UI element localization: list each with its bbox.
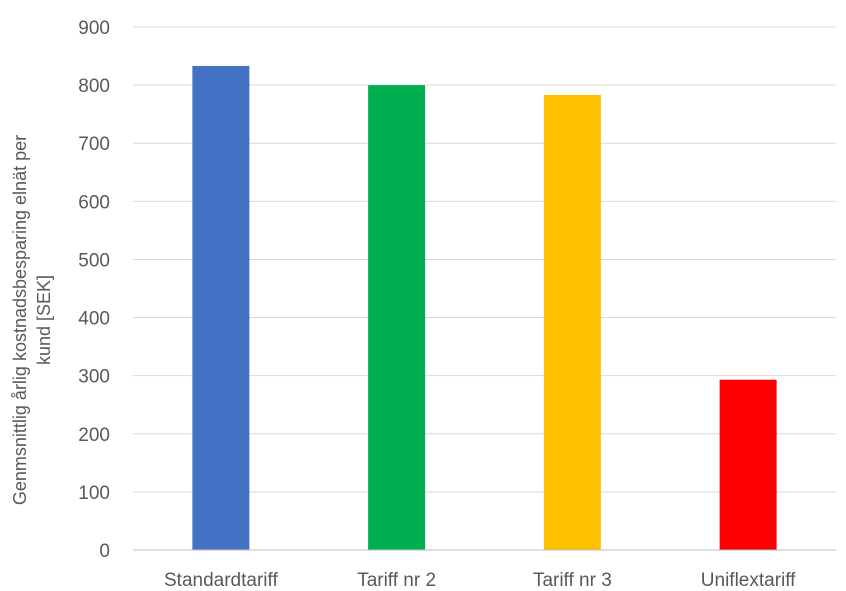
x-category-label: Tariff nr 3: [533, 570, 612, 591]
x-category-labels: Standardtariff Tariff nr 2 Tariff nr 3 Unif…: [164, 570, 796, 591]
bar-uniflextariff: [719, 379, 777, 550]
bar-standardtariff: [192, 65, 250, 550]
x-category-label: Uniflextariff: [701, 570, 796, 591]
y-axis-label-line-2: kund [SEK]: [34, 275, 54, 365]
x-category-label: Standardtariff: [164, 570, 278, 591]
y-tick-label: 0: [99, 541, 110, 562]
x-category-label: Tariff nr 2: [357, 570, 436, 591]
y-tick-label: 500: [78, 250, 110, 271]
y-tick-label: 600: [78, 192, 110, 213]
y-tick-label: 200: [78, 425, 110, 446]
bar-tariff-nr-2: [368, 85, 426, 550]
y-axis-label-line-1: Genmsnittlig årlig kostnadsbesparing eln…: [10, 135, 30, 505]
y-tick-label: 900: [78, 18, 110, 39]
bar-tariff-nr-3: [543, 94, 601, 551]
y-tick-label: 800: [78, 76, 110, 97]
y-tick-label: 400: [78, 309, 110, 330]
y-tick-label: 700: [78, 134, 110, 155]
y-tick-label: 100: [78, 483, 110, 504]
y-axis-label: Genmsnittlig årlig kostnadsbesparing eln…: [10, 135, 54, 505]
y-tick-labels: 0 100 200 300 400 500 600 700 800 900: [78, 18, 110, 562]
bars: [192, 65, 777, 551]
gridlines: [133, 26, 836, 493]
y-tick-label: 300: [78, 367, 110, 388]
